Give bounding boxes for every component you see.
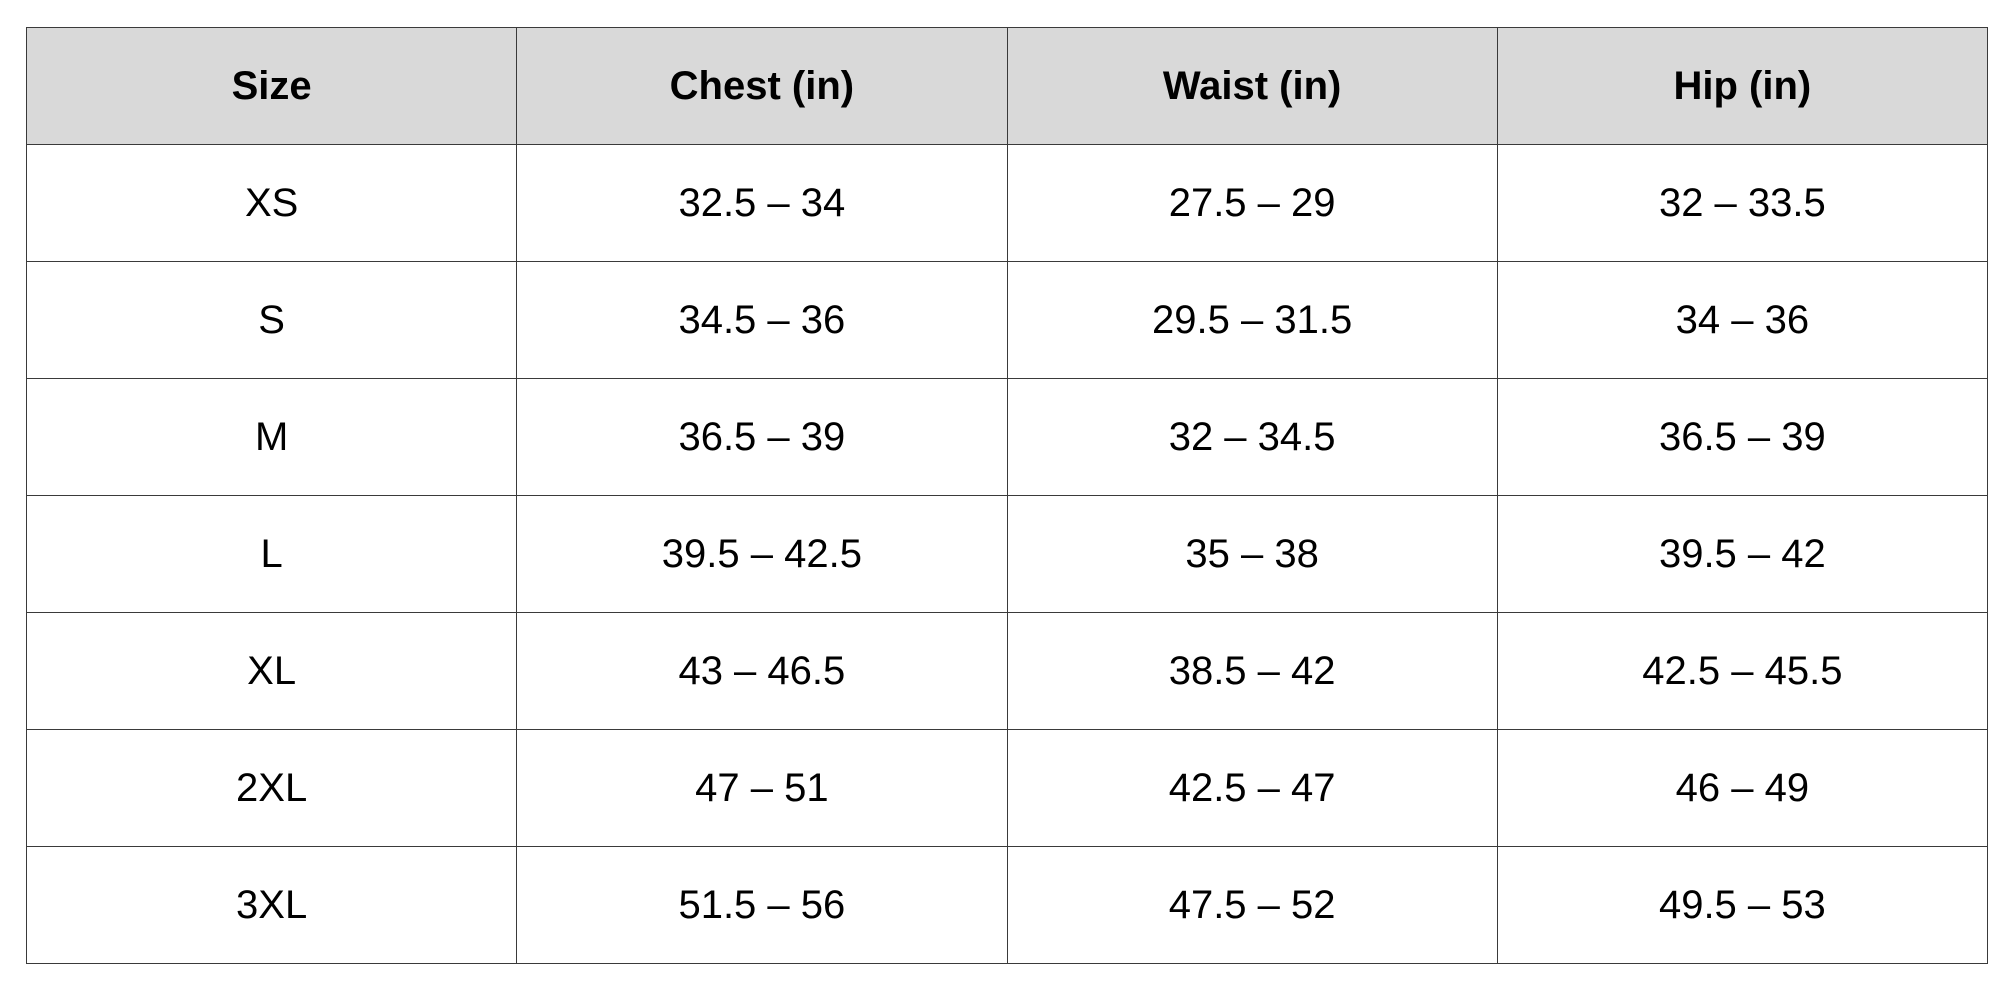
table-row: M 36.5 – 39 32 – 34.5 36.5 – 39 (25, 378, 1989, 496)
size-chart-container: Size Chest (in) Waist (in) Hip (in) XS 3… (25, 27, 1989, 964)
table-row: 3XL 51.5 – 56 47.5 – 52 49.5 – 53 (25, 846, 1989, 964)
table-row: XL 43 – 46.5 38.5 – 42 42.5 – 45.5 (25, 612, 1989, 730)
table-body: XS 32.5 – 34 27.5 – 29 32 – 33.5 S 34.5 … (25, 144, 1989, 964)
cell-chest: 39.5 – 42.5 (516, 495, 1008, 613)
table-header: Size Chest (in) Waist (in) Hip (in) (25, 27, 1989, 145)
cell-hip: 42.5 – 45.5 (1496, 612, 1989, 730)
header-chest: Chest (in) (516, 27, 1008, 145)
header-size: Size (25, 27, 518, 145)
cell-size: XL (25, 612, 518, 730)
cell-size: L (25, 495, 518, 613)
cell-chest: 32.5 – 34 (516, 144, 1008, 262)
cell-waist: 32 – 34.5 (1006, 378, 1498, 496)
cell-chest: 43 – 46.5 (516, 612, 1008, 730)
cell-chest: 51.5 – 56 (516, 846, 1008, 964)
cell-chest: 36.5 – 39 (516, 378, 1008, 496)
table-row: 2XL 47 – 51 42.5 – 47 46 – 49 (25, 729, 1989, 847)
cell-waist: 47.5 – 52 (1006, 846, 1498, 964)
size-chart-table: Size Chest (in) Waist (in) Hip (in) XS 3… (25, 27, 1989, 964)
cell-waist: 35 – 38 (1006, 495, 1498, 613)
header-hip: Hip (in) (1496, 27, 1989, 145)
cell-size: XS (25, 144, 518, 262)
cell-waist: 38.5 – 42 (1006, 612, 1498, 730)
cell-size: 2XL (25, 729, 518, 847)
cell-hip: 32 – 33.5 (1496, 144, 1989, 262)
table-row: XS 32.5 – 34 27.5 – 29 32 – 33.5 (25, 144, 1989, 262)
cell-hip: 46 – 49 (1496, 729, 1989, 847)
table-row: L 39.5 – 42.5 35 – 38 39.5 – 42 (25, 495, 1989, 613)
cell-chest: 47 – 51 (516, 729, 1008, 847)
cell-hip: 39.5 – 42 (1496, 495, 1989, 613)
header-waist: Waist (in) (1006, 27, 1498, 145)
cell-size: S (25, 261, 518, 379)
cell-hip: 36.5 – 39 (1496, 378, 1989, 496)
cell-size: M (25, 378, 518, 496)
cell-waist: 29.5 – 31.5 (1006, 261, 1498, 379)
cell-waist: 27.5 – 29 (1006, 144, 1498, 262)
table-row: S 34.5 – 36 29.5 – 31.5 34 – 36 (25, 261, 1989, 379)
cell-chest: 34.5 – 36 (516, 261, 1008, 379)
cell-hip: 34 – 36 (1496, 261, 1989, 379)
cell-hip: 49.5 – 53 (1496, 846, 1989, 964)
cell-waist: 42.5 – 47 (1006, 729, 1498, 847)
header-row: Size Chest (in) Waist (in) Hip (in) (25, 27, 1989, 145)
cell-size: 3XL (25, 846, 518, 964)
